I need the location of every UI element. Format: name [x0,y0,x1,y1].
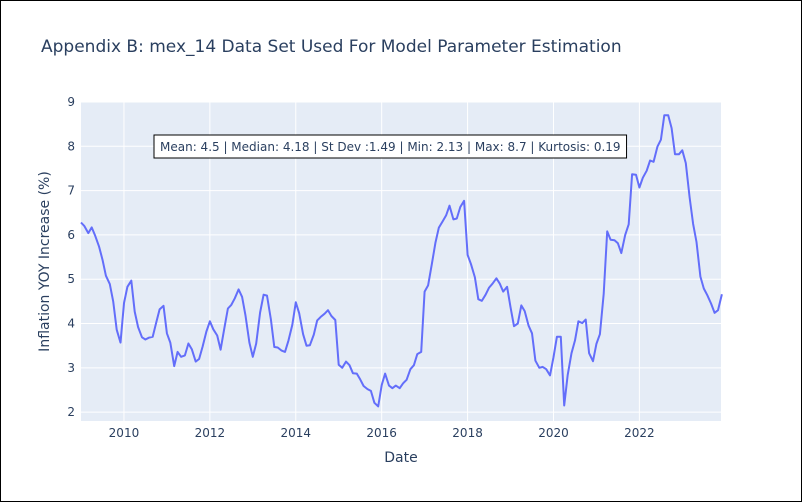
stats-annotation: Mean: 4.5 | Median: 4.18 | St Dev :1.49 … [153,134,628,159]
y-axis-label: Inflation YOY Increase (%) [37,171,53,352]
series-line[interactable] [80,114,723,408]
x-tick-label: 2016 [366,426,397,440]
y-tick-label: 7 [67,184,75,198]
x-tick-label: 2020 [538,426,569,440]
y-tick-label: 5 [67,272,75,286]
y-tick-label: 4 [67,317,75,331]
y-tick-label: 3 [67,361,75,375]
x-tick-labels: 2010 2012 2014 2016 2018 2020 2022 [109,426,655,440]
x-tick-label: 2014 [280,426,311,440]
x-tick-label: 2018 [452,426,483,440]
x-tick-label: 2010 [109,426,140,440]
y-tick-label: 8 [67,139,75,153]
y-tick-labels: 2 3 4 5 6 7 8 9 [67,95,75,419]
y-tick-label: 9 [67,95,75,109]
y-tick-label: 6 [67,228,75,242]
chart-title: Appendix B: mex_14 Data Set Used For Mod… [41,37,622,57]
y-tick-label: 2 [67,405,75,419]
x-tick-label: 2022 [624,426,655,440]
x-tick-label: 2012 [195,426,226,440]
annotation-box [153,134,628,159]
annotation-text: Mean: 4.5 | Median: 4.18 | St Dev :1.49 … [160,140,621,154]
x-axis-label: Date [384,450,417,466]
